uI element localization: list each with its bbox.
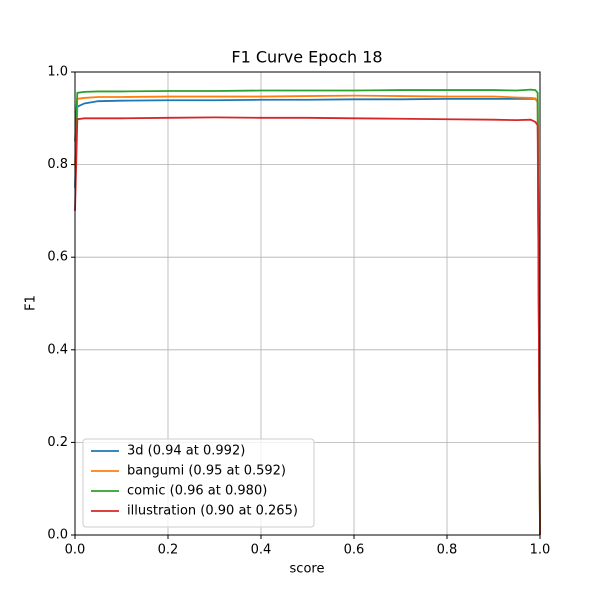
chart-title: F1 Curve Epoch 18 [231,48,382,67]
y-tick-label: 1.0 [47,65,68,80]
legend-label: illustration (0.90 at 0.265) [127,504,298,519]
legend-label: comic (0.96 at 0.980) [127,484,267,499]
y-tick-label: 0.0 [47,528,68,543]
line [74,116,541,536]
line [74,88,541,536]
x-tick-label: 0.2 [158,543,179,558]
x-tick-label: 0.8 [437,543,458,558]
line [74,94,541,536]
y-axis-label: F1 [24,295,39,311]
x-axis-label: score [290,562,325,577]
y-tick-label: 0.8 [47,157,68,172]
plot-frame [74,71,541,536]
legend-label: bangumi (0.95 at 0.592) [127,464,286,479]
x-tick-label: 0.0 [65,543,86,558]
x-tick-label: 0.6 [344,543,365,558]
legend-box [82,438,315,528]
legend-label: 3d (0.94 at 0.992) [127,444,245,459]
x-tick-label: 0.4 [251,543,272,558]
y-tick-label: 0.2 [47,435,68,450]
x-tick-label: 1.0 [530,543,551,558]
y-tick-label: 0.6 [47,250,68,265]
y-tick-label: 0.4 [47,342,68,357]
